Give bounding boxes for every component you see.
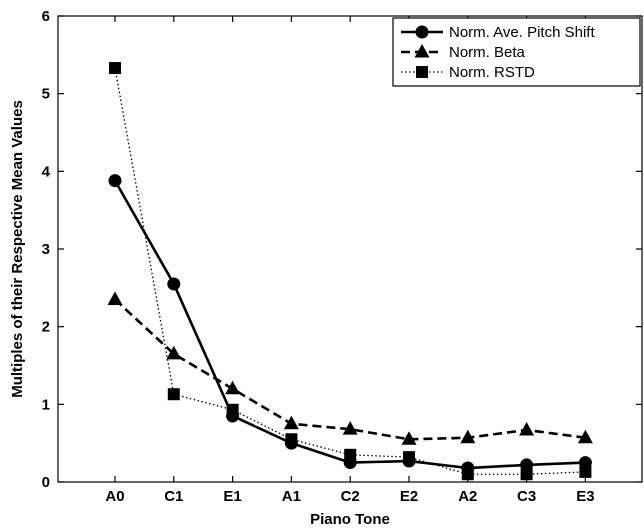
x-tick-label: C2 bbox=[341, 488, 360, 505]
y-tick-label: 2 bbox=[42, 319, 50, 336]
y-axis-ticks: 0 1 2 3 4 5 6 bbox=[42, 8, 642, 491]
series-line bbox=[114, 67, 586, 475]
data-point bbox=[520, 468, 533, 481]
data-point bbox=[108, 174, 122, 188]
x-tick-label: C1 bbox=[164, 488, 183, 505]
series-triangle bbox=[107, 291, 593, 445]
data-point bbox=[460, 429, 476, 444]
data-point bbox=[107, 291, 123, 305]
data-point bbox=[343, 456, 357, 470]
x-tick-label: E3 bbox=[576, 488, 594, 505]
y-tick-label: 0 bbox=[42, 474, 50, 491]
data-point bbox=[519, 421, 535, 436]
data-point bbox=[283, 415, 299, 430]
series-square bbox=[109, 62, 592, 481]
legend-marker bbox=[415, 25, 429, 39]
data-point bbox=[226, 409, 240, 423]
x-tick-label: C3 bbox=[517, 488, 536, 505]
legend-marker bbox=[414, 44, 430, 58]
legend: Norm. Ave. Pitch Shift Norm. Beta Norm. RS… bbox=[392, 17, 641, 87]
x-tick-label: E2 bbox=[400, 488, 418, 505]
data-point bbox=[167, 388, 180, 401]
series-circle bbox=[108, 174, 592, 475]
data-point bbox=[579, 465, 592, 478]
legend-marker bbox=[416, 66, 428, 78]
data-point bbox=[401, 431, 417, 445]
x-axis-label: Piano Tone bbox=[310, 511, 390, 528]
legend-label: Norm. Ave. Pitch Shift bbox=[449, 24, 595, 41]
x-axis-ticks: A0 C1 E1 A1 C2 E2 A2 C3 E3 bbox=[105, 16, 595, 505]
series-layer bbox=[107, 62, 593, 481]
x-tick-label: A1 bbox=[282, 488, 301, 505]
data-point bbox=[284, 436, 298, 450]
x-tick-label: E1 bbox=[223, 488, 241, 505]
y-tick-label: 1 bbox=[42, 396, 50, 413]
data-point bbox=[225, 380, 241, 395]
series-line bbox=[114, 298, 586, 441]
data-point bbox=[109, 62, 121, 75]
data-point bbox=[520, 458, 534, 472]
data-point bbox=[577, 429, 593, 444]
y-tick-label: 4 bbox=[42, 163, 51, 180]
data-point bbox=[461, 461, 475, 475]
data-point bbox=[402, 454, 416, 468]
legend-label: Norm. RSTD bbox=[449, 64, 535, 81]
data-point bbox=[578, 456, 592, 470]
data-point bbox=[167, 277, 181, 291]
legend-label: Norm. Beta bbox=[449, 44, 526, 61]
x-tick-label: A0 bbox=[105, 488, 124, 505]
data-point bbox=[166, 345, 182, 360]
x-tick-label: A2 bbox=[458, 488, 477, 505]
y-tick-label: 5 bbox=[42, 86, 50, 103]
y-axis-label: Multiples of their Respective Mean Value… bbox=[9, 100, 26, 398]
data-point bbox=[342, 421, 358, 435]
y-tick-label: 6 bbox=[42, 8, 50, 25]
y-tick-label: 3 bbox=[42, 241, 50, 258]
